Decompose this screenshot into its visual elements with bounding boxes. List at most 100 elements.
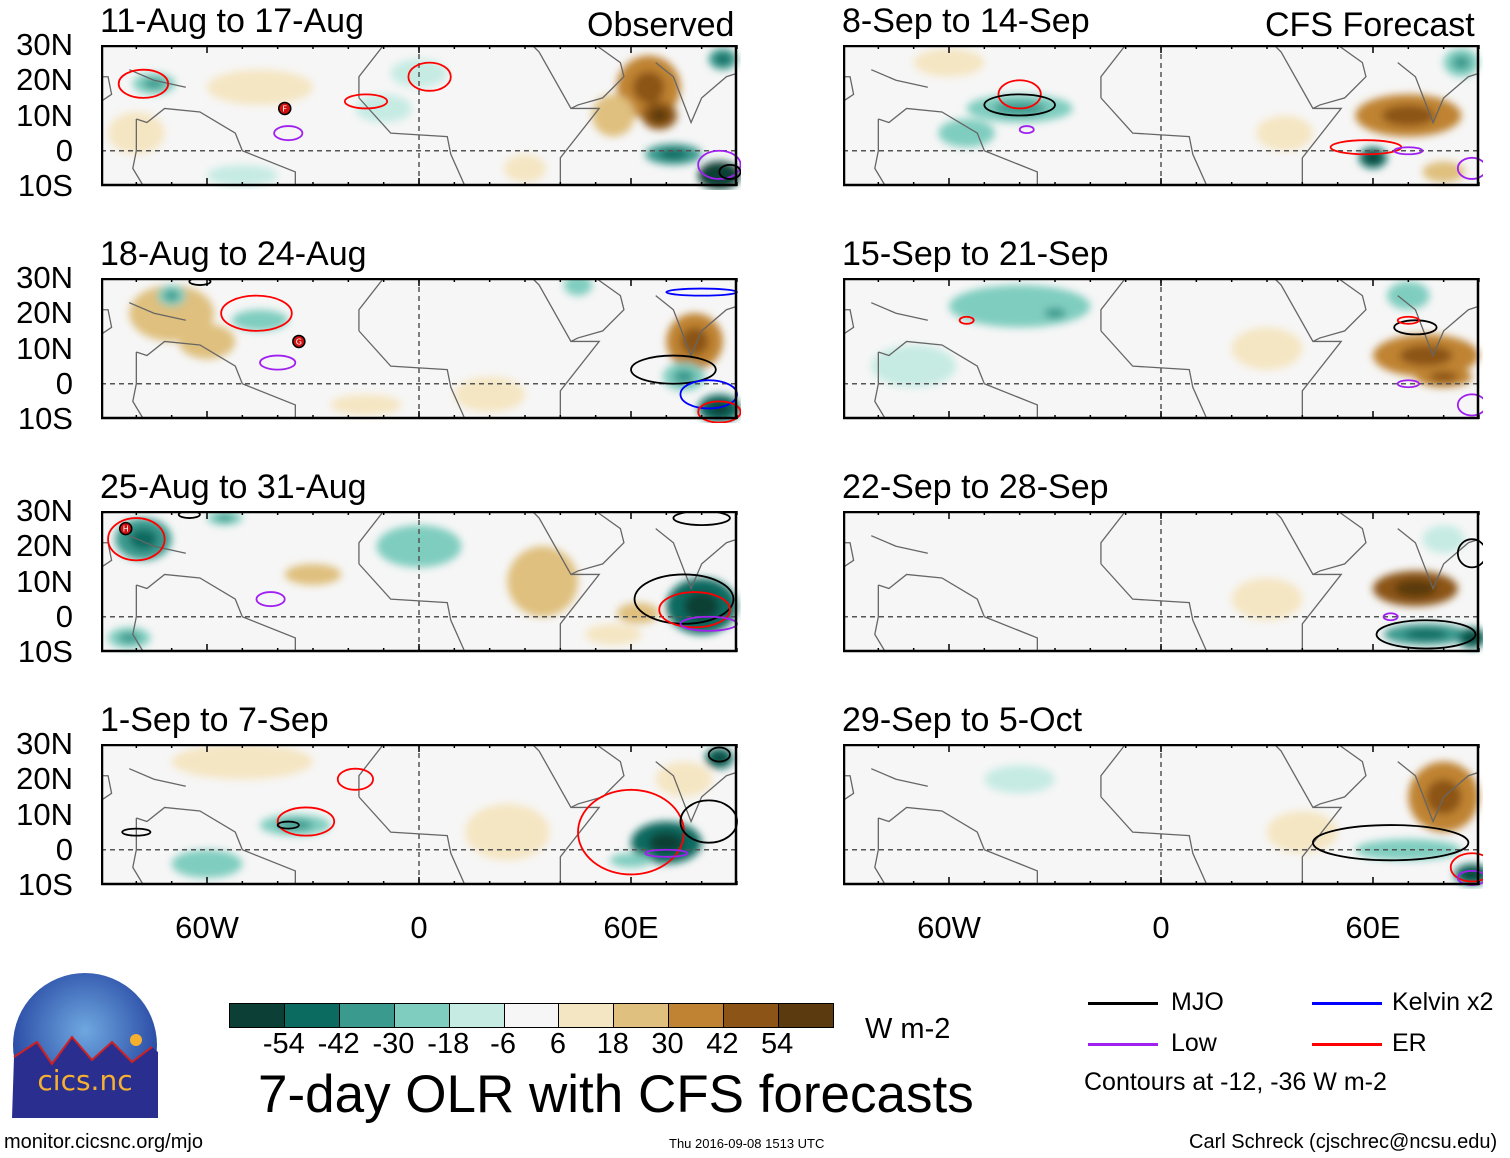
contour-mjo: [633, 573, 735, 625]
coastline: [655, 528, 738, 591]
olr-anomaly: [632, 71, 665, 104]
lat-tick-label: 10N: [16, 796, 73, 832]
contour-low: [255, 591, 286, 608]
colorbar-units: W m-2: [865, 1013, 951, 1045]
olr-anomaly: [207, 164, 278, 186]
colorbar-swatch: [394, 1004, 450, 1027]
legend-line-kelvin: [1312, 1002, 1382, 1005]
contour-low: [1456, 156, 1483, 180]
olr-anomaly: [503, 154, 547, 183]
lat-tick-label: 20N: [16, 62, 73, 98]
coastline: [1100, 796, 1208, 886]
olr-anomaly: [673, 369, 695, 384]
olr-anomaly: [680, 327, 709, 356]
storm-label: F: [282, 104, 287, 113]
coastline: [358, 330, 466, 420]
coastline: [843, 45, 855, 102]
colorbar-label: -30: [372, 1028, 415, 1060]
olr-anomaly: [1365, 152, 1381, 164]
footer-url[interactable]: monitor.cicsnc.org/mjo: [4, 1131, 203, 1153]
colorbar-swatch: [449, 1004, 505, 1027]
olr-anomaly: [1429, 371, 1458, 382]
coastline: [570, 744, 625, 809]
colorbar-swatch: [669, 1004, 725, 1027]
lat-tick-label: 0: [55, 831, 73, 867]
contour-er: [336, 767, 374, 791]
olr-anomaly: [650, 108, 669, 123]
coastline: [1397, 295, 1480, 358]
map-panel: [101, 744, 738, 886]
colorbar: [229, 1003, 834, 1028]
olr-anomaly: [1381, 104, 1435, 127]
olr-anomaly: [659, 148, 688, 160]
coastline: [1397, 62, 1480, 125]
contour-er: [407, 61, 452, 92]
coastline: [136, 107, 296, 186]
contour-mjo: [188, 278, 212, 286]
contour-er: [658, 591, 731, 629]
olr-anomaly: [464, 803, 550, 861]
olr-anomaly: [1422, 525, 1465, 554]
olr-anomaly: [284, 563, 342, 586]
olr-anomaly: [1404, 629, 1448, 640]
contour-mjo: [983, 93, 1056, 117]
contour-er: [958, 315, 975, 325]
olr-anomaly: [563, 278, 593, 296]
olr-anomaly: [984, 765, 1055, 794]
panel-title: 8-Sep to 14-Sep: [842, 2, 1090, 40]
coastline: [132, 119, 144, 187]
olr-anomaly: [1355, 839, 1462, 861]
coastline: [874, 352, 886, 420]
colorbar-swatch: [559, 1004, 615, 1027]
coastline: [101, 278, 113, 335]
tropical-cyclone-icon: [277, 101, 292, 116]
coastline: [570, 45, 625, 110]
contour-low: [1396, 379, 1420, 389]
figure-title: 7-day OLR with CFS forecasts: [258, 1065, 974, 1124]
legend-kelvin: Kelvin x2: [1392, 988, 1494, 1016]
olr-anomaly: [231, 309, 289, 331]
coastline: [1100, 45, 1343, 186]
coastline: [129, 768, 186, 787]
legend-line-mjo: [1088, 1002, 1158, 1005]
olr-anomaly: [871, 344, 957, 388]
coastline: [878, 573, 1038, 652]
coastline: [358, 796, 466, 886]
contour-er: [697, 400, 741, 423]
forecast-label: CFS Forecast: [1265, 6, 1475, 44]
olr-anomaly: [1394, 579, 1437, 598]
coastline: [871, 302, 928, 321]
olr-anomaly: [330, 394, 402, 416]
coastline: [878, 107, 1038, 186]
coastline: [129, 535, 186, 554]
colorbar-swatch: [779, 1004, 833, 1027]
olr-anomaly: [164, 290, 179, 301]
footer-author: Carl Schreck (cjschrec@ncsu.edu): [1189, 1131, 1498, 1153]
olr-anomaly: [648, 832, 684, 854]
lat-tick-label: 10S: [17, 168, 73, 203]
contour-mjo: [121, 827, 152, 837]
olr-anomaly: [938, 119, 995, 148]
olr-anomaly: [1399, 344, 1453, 367]
coastline: [132, 818, 144, 886]
coastline: [358, 45, 601, 186]
map-panel: [843, 278, 1483, 420]
coastline: [570, 511, 625, 576]
colorbar-swatch: [284, 1004, 340, 1027]
lat-tick-label: 0: [55, 132, 73, 168]
coastline: [874, 585, 886, 653]
lat-tick-label: 20N: [16, 761, 73, 797]
panel-frame: [101, 278, 738, 420]
coastline: [101, 744, 113, 801]
contour-low: [1382, 612, 1399, 622]
tropical-cyclone-icon: [292, 334, 306, 349]
map-panel: F: [101, 45, 741, 190]
lat-tick-label: 10N: [16, 97, 73, 133]
olr-anomaly: [1422, 161, 1465, 183]
olr-anomaly: [507, 546, 578, 617]
coastline: [1312, 278, 1367, 343]
coastline: [878, 340, 1038, 419]
coastline: [1100, 278, 1343, 419]
panel-title: 18-Aug to 24-Aug: [100, 235, 367, 273]
